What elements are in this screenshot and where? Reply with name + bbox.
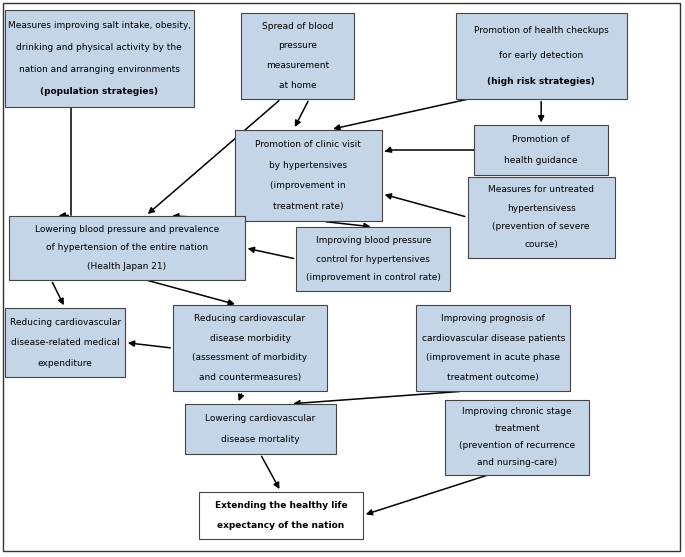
FancyBboxPatch shape <box>5 10 193 107</box>
FancyBboxPatch shape <box>297 227 451 291</box>
Text: Promotion of health checkups: Promotion of health checkups <box>474 26 608 35</box>
Text: Measures improving salt intake, obesity,: Measures improving salt intake, obesity, <box>8 21 191 30</box>
Text: Improving chronic stage: Improving chronic stage <box>462 407 572 416</box>
FancyBboxPatch shape <box>185 404 336 454</box>
Text: of hypertension of the entire nation: of hypertension of the entire nation <box>46 243 208 252</box>
FancyBboxPatch shape <box>467 177 615 257</box>
FancyBboxPatch shape <box>234 129 382 221</box>
Text: nation and arranging environments: nation and arranging environments <box>19 65 179 74</box>
Text: hypertensivess: hypertensivess <box>507 203 575 213</box>
FancyBboxPatch shape <box>445 400 589 475</box>
Text: measurement: measurement <box>266 61 329 70</box>
Text: Reducing cardiovascular: Reducing cardiovascular <box>10 317 121 326</box>
FancyBboxPatch shape <box>474 125 608 175</box>
Text: drinking and physical activity by the: drinking and physical activity by the <box>16 43 182 52</box>
Text: Reducing cardiovascular: Reducing cardiovascular <box>195 314 306 323</box>
Text: Measures for untreated: Measures for untreated <box>488 185 594 194</box>
Text: by hypertensives: by hypertensives <box>269 160 347 169</box>
Text: and nursing-care): and nursing-care) <box>477 458 558 467</box>
Text: Improving blood pressure: Improving blood pressure <box>316 236 431 245</box>
Text: Promotion of: Promotion of <box>512 135 570 144</box>
FancyBboxPatch shape <box>9 216 245 280</box>
Text: (improvement in: (improvement in <box>271 182 346 190</box>
Text: course): course) <box>524 240 558 250</box>
Text: at home: at home <box>279 81 316 90</box>
Text: Spread of blood: Spread of blood <box>262 22 334 31</box>
Text: expenditure: expenditure <box>38 359 92 368</box>
Text: (assessment of morbidity: (assessment of morbidity <box>192 354 308 363</box>
Text: (high risk strategies): (high risk strategies) <box>487 77 595 86</box>
Text: disease mortality: disease mortality <box>221 435 299 444</box>
Text: treatment outcome): treatment outcome) <box>447 373 539 382</box>
Text: cardiovascular disease patients: cardiovascular disease patients <box>421 334 565 343</box>
FancyBboxPatch shape <box>456 12 627 99</box>
FancyBboxPatch shape <box>416 305 570 391</box>
Text: treatment rate): treatment rate) <box>273 202 343 211</box>
Text: (population strategies): (population strategies) <box>40 87 158 96</box>
FancyBboxPatch shape <box>199 492 363 539</box>
Text: disease morbidity: disease morbidity <box>210 334 290 343</box>
FancyBboxPatch shape <box>241 12 354 99</box>
Text: Improving prognosis of: Improving prognosis of <box>441 314 545 323</box>
Text: Extending the healthy life: Extending the healthy life <box>214 501 347 510</box>
Text: treatment: treatment <box>495 424 540 433</box>
Text: expectancy of the nation: expectancy of the nation <box>217 521 345 530</box>
FancyBboxPatch shape <box>5 307 125 378</box>
Text: pressure: pressure <box>279 41 317 50</box>
Text: for early detection: for early detection <box>499 51 583 60</box>
Text: (prevention of severe: (prevention of severe <box>493 222 590 231</box>
Text: health guidance: health guidance <box>504 157 578 165</box>
Text: (improvement in acute phase: (improvement in acute phase <box>426 354 560 363</box>
Text: (improvement in control rate): (improvement in control rate) <box>306 273 440 282</box>
Text: (prevention of recurrence: (prevention of recurrence <box>459 441 575 450</box>
FancyBboxPatch shape <box>173 305 327 391</box>
Text: Promotion of clinic visit: Promotion of clinic visit <box>256 140 361 149</box>
Text: disease-related medical: disease-related medical <box>11 338 119 347</box>
Text: control for hypertensives: control for hypertensives <box>316 255 430 263</box>
Text: Lowering cardiovascular: Lowering cardiovascular <box>206 414 315 423</box>
Text: Lowering blood pressure and prevalence: Lowering blood pressure and prevalence <box>35 224 219 233</box>
Text: (Health Japan 21): (Health Japan 21) <box>87 262 166 271</box>
Text: and countermeasures): and countermeasures) <box>199 373 301 382</box>
